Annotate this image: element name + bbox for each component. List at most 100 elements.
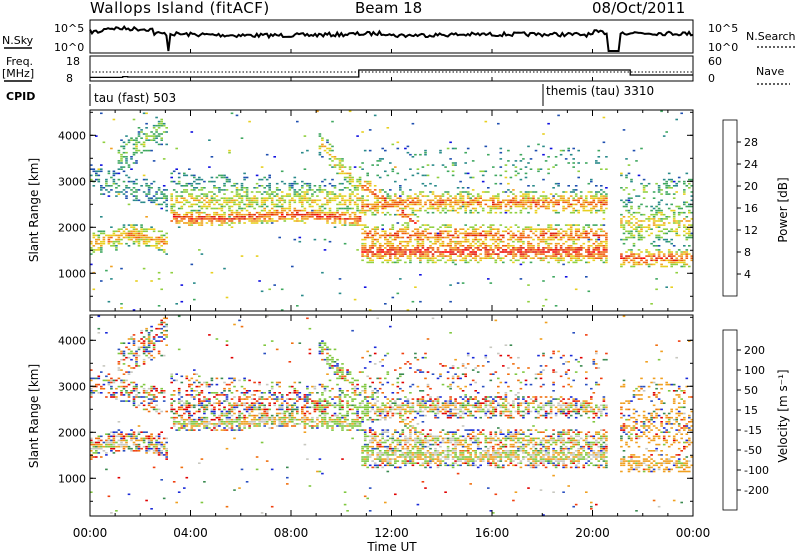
- power-cell: [301, 187, 304, 189]
- power-cell: [130, 180, 133, 183]
- velocity-cell: [223, 400, 226, 402]
- power-cell: [338, 203, 342, 206]
- power-cell: [142, 201, 146, 204]
- power-cell: [494, 234, 498, 237]
- power-cell: [356, 216, 359, 218]
- velocity-cell: [200, 458, 204, 460]
- power-cell: [655, 278, 658, 280]
- beam-title: Beam 18: [355, 0, 422, 17]
- power-cell: [328, 147, 332, 150]
- velocity-cell: [188, 404, 191, 407]
- power-cell: [489, 197, 493, 199]
- power-cell: [361, 251, 364, 253]
- velocity-cell: [188, 383, 191, 386]
- power-cell: [600, 224, 603, 226]
- power-cell: [456, 187, 460, 189]
- power-cell: [662, 265, 666, 268]
- power-cell: [507, 251, 510, 253]
- power-cell: [265, 220, 269, 222]
- power-cell: [316, 199, 319, 202]
- power-cell: [263, 176, 266, 179]
- power-cell: [630, 265, 633, 268]
- power-cell: [157, 203, 161, 206]
- power-cell: [190, 174, 194, 177]
- power-cell: [280, 216, 284, 218]
- power-cell: [348, 110, 352, 113]
- power-cell: [622, 263, 626, 266]
- power-cell: [306, 182, 309, 185]
- power-cell: [384, 247, 387, 249]
- power-cell: [356, 209, 359, 212]
- power-cell: [135, 151, 138, 154]
- power-cell: [348, 222, 352, 224]
- power-cell: [288, 199, 292, 202]
- power-cell: [544, 251, 548, 253]
- power-cell: [384, 236, 387, 239]
- velocity-cell: [120, 352, 123, 355]
- power-cell: [416, 228, 420, 230]
- power-cell: [449, 242, 452, 245]
- power-cell: [569, 205, 573, 208]
- power-cell: [532, 251, 535, 253]
- velocity-cell: [97, 383, 101, 386]
- velocity-cell: [198, 410, 201, 413]
- power-cell: [585, 276, 588, 278]
- power-cell: [351, 207, 354, 210]
- power-cell: [657, 238, 661, 241]
- power-cell: [386, 253, 390, 255]
- velocity-cell: [115, 450, 118, 452]
- power-cell: [451, 251, 455, 253]
- power-cell: [368, 149, 372, 152]
- power-cell: [554, 156, 558, 158]
- power-cell: [527, 228, 530, 230]
- velocity-cell: [142, 439, 146, 442]
- power-cell: [97, 247, 101, 249]
- power-cell: [404, 253, 407, 255]
- velocity-cell: [218, 404, 221, 407]
- power-cell: [464, 261, 467, 264]
- power-cell: [248, 120, 251, 123]
- power-cell: [582, 226, 586, 228]
- power-cell: [150, 149, 153, 152]
- power-cell: [223, 211, 226, 214]
- power-cell: [132, 232, 136, 235]
- power-cell: [368, 129, 372, 131]
- velocity-cell: [170, 410, 173, 413]
- power-cell: [476, 197, 480, 199]
- power-cell: [338, 278, 342, 280]
- power-cell: [117, 240, 121, 243]
- velocity-cell: [177, 402, 181, 404]
- power-cell: [301, 199, 304, 202]
- power-cell: [298, 220, 302, 222]
- power-cell: [343, 242, 347, 245]
- velocity-cell: [180, 400, 184, 402]
- power-cell: [255, 199, 259, 202]
- power-cell: [416, 232, 420, 235]
- power-cell: [198, 211, 201, 214]
- velocity-cell: [155, 441, 158, 444]
- velocity-cell: [230, 356, 234, 359]
- power-cell: [346, 218, 349, 220]
- power-cell: [492, 257, 495, 259]
- power-cell: [291, 218, 294, 220]
- power-cell: [190, 213, 194, 216]
- power-cell: [451, 261, 455, 264]
- power-cell: [446, 209, 450, 212]
- power-cell: [504, 191, 508, 193]
- power-cell: [198, 176, 201, 179]
- power-cell: [451, 249, 455, 251]
- power-cell: [409, 189, 412, 191]
- velocity-cell: [188, 429, 191, 431]
- power-cell: [449, 205, 452, 208]
- velocity-cell: [130, 367, 133, 369]
- power-cell: [291, 187, 294, 189]
- power-cell: [165, 127, 168, 129]
- power-cell: [223, 193, 226, 195]
- power-cell: [471, 238, 475, 241]
- power-cell: [175, 182, 178, 185]
- power-cell: [245, 176, 249, 179]
- power-cell: [142, 174, 146, 177]
- power-cell: [381, 195, 384, 197]
- power-cell: [97, 174, 101, 177]
- power-cell: [577, 199, 580, 202]
